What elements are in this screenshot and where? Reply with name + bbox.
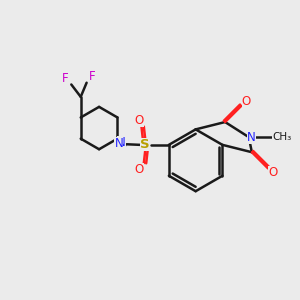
Text: F: F xyxy=(88,70,95,83)
Text: N: N xyxy=(117,136,125,149)
Text: F: F xyxy=(62,71,69,85)
Text: CH₃: CH₃ xyxy=(272,132,292,142)
Text: N: N xyxy=(115,137,123,151)
Text: O: O xyxy=(268,166,278,179)
Text: S: S xyxy=(140,138,150,151)
Text: O: O xyxy=(242,95,251,108)
Text: O: O xyxy=(135,163,144,176)
Text: N: N xyxy=(247,130,256,144)
Text: O: O xyxy=(135,114,144,127)
